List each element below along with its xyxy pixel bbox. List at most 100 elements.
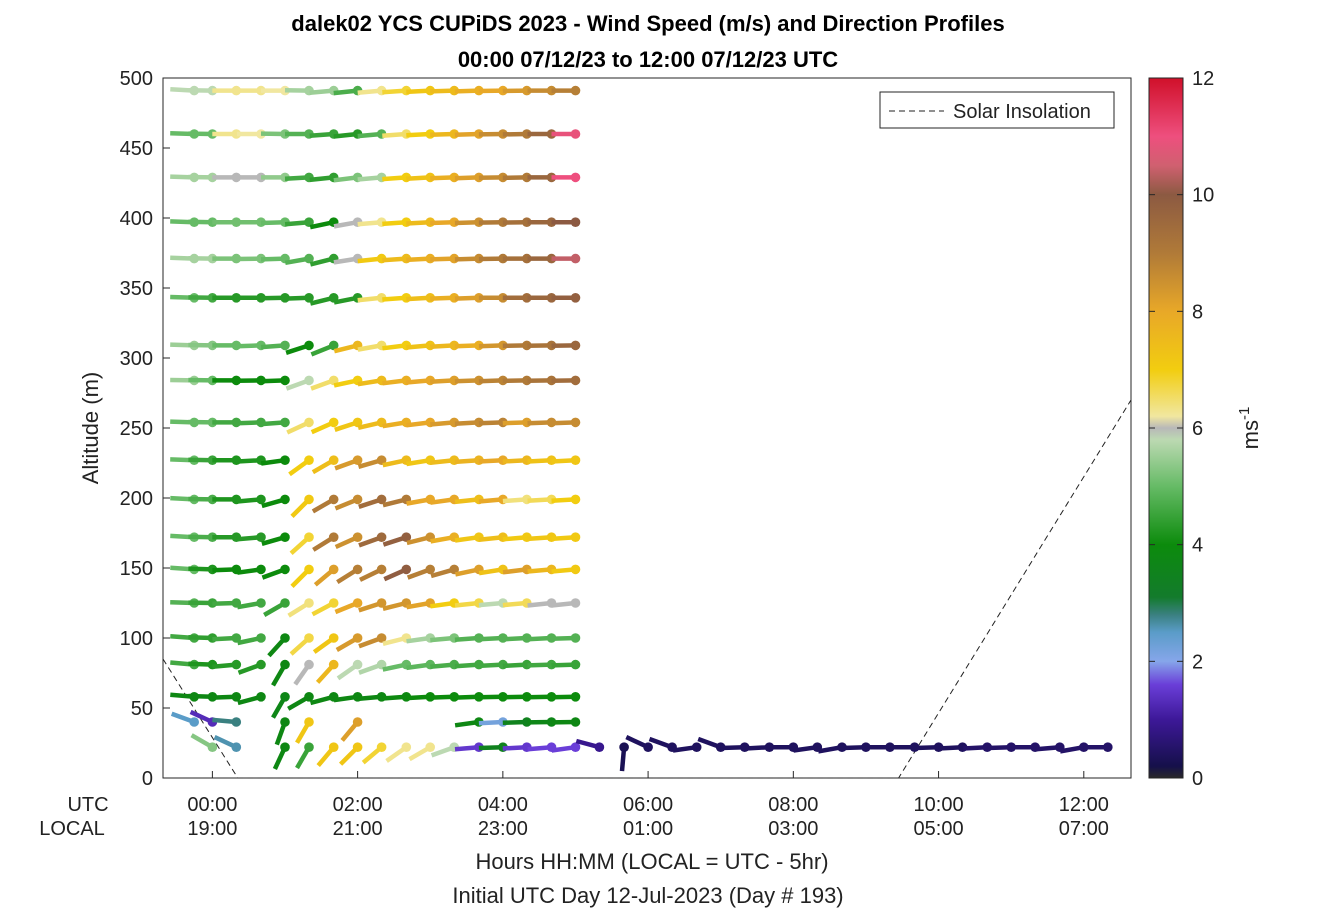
wind-barb [357, 692, 387, 702]
wind-barb-point [328, 494, 339, 505]
wind-barb-point [256, 598, 266, 608]
y-axis: 0 50 100 150 200 250 300 350 400 450 500 [120, 68, 170, 790]
wind-barb-point [376, 532, 387, 542]
wind-barb [271, 692, 290, 719]
legend-box [879, 91, 1115, 129]
y-tick-label: 500 [120, 68, 153, 90]
wind-barb [212, 217, 242, 227]
wind-barb [357, 417, 387, 430]
x-tick-label-utc: 06:00 [623, 794, 673, 816]
wind-barb-point [570, 742, 581, 752]
wind-barb [551, 692, 581, 702]
wind-barb-point [352, 417, 363, 428]
wind-barb [502, 129, 532, 139]
y-tick-label: 450 [120, 138, 153, 160]
wind-barb [358, 532, 387, 548]
wind-barb [406, 564, 436, 580]
x-tick-label-utc: 12:00 [1059, 794, 1109, 816]
wind-barb [502, 253, 532, 264]
wind-barb [551, 742, 581, 753]
wind-barb [339, 742, 363, 766]
wind-barb-point [280, 717, 290, 727]
wind-barb-point [570, 532, 581, 542]
wind-barb [357, 129, 387, 139]
wind-barb-point [304, 293, 314, 303]
wind-barb [361, 742, 387, 765]
wind-barb-point [304, 340, 314, 351]
wind-barb [551, 253, 581, 264]
wind-barb-point [280, 742, 290, 752]
wind-barb [212, 129, 242, 139]
colorbar-tick-label: 12 [1192, 68, 1214, 90]
wind-barb-point [328, 340, 339, 351]
wind-barb [236, 532, 266, 542]
wind-barb [358, 598, 387, 613]
wind-barb [357, 253, 387, 264]
wind-barb-point [570, 375, 581, 386]
wind-barb-point [401, 742, 412, 752]
wind-barb-point [231, 742, 242, 752]
wind-barb-point [304, 217, 314, 227]
x-tick-label-local: 01:00 [623, 818, 673, 840]
wind-barb-point [304, 253, 314, 264]
wind-barb-point [570, 455, 581, 466]
wind-barb-point [570, 494, 581, 505]
plot-area-frame [162, 77, 1132, 779]
wind-barb [284, 172, 314, 183]
wind-barb-point [304, 494, 314, 505]
wind-barb-point [280, 375, 290, 386]
wind-barb [261, 532, 290, 546]
wind-barb [551, 532, 581, 542]
wind-barb-point [280, 633, 290, 643]
wind-barb [289, 532, 314, 555]
wind-barb [502, 293, 532, 303]
wind-barb [382, 532, 412, 547]
wind-barb-point [280, 532, 290, 542]
wind-barb [237, 692, 266, 706]
wind-barb [290, 494, 314, 518]
wind-barb [287, 692, 314, 711]
wind-barb [625, 735, 653, 752]
wind-barb [285, 129, 314, 139]
wind-barb [212, 455, 242, 466]
wind-barb-point [231, 85, 242, 96]
wind-barb-point [328, 659, 339, 670]
wind-barb-point [352, 494, 363, 505]
wind-barb-point [328, 455, 339, 466]
wind-barb [1083, 742, 1113, 752]
wind-barb [502, 742, 532, 752]
wind-barb [334, 417, 363, 432]
wind-barb [312, 633, 339, 654]
chart-title-line2: 00:00 07/12/23 to 12:00 07/12/23 UTC [458, 47, 838, 72]
wind-barb [551, 172, 581, 183]
wind-barb [938, 742, 968, 752]
wind-barb [430, 564, 460, 579]
wind-barb-point [570, 217, 581, 227]
wind-barb [212, 633, 242, 643]
wind-barb [285, 340, 314, 355]
wind-barb [260, 455, 290, 466]
y-tick-label: 200 [120, 488, 153, 510]
colorbar-tick-label: 10 [1192, 185, 1214, 207]
wind-barb [358, 494, 387, 509]
wind-barb [551, 494, 581, 505]
colorbar-tick-label: 6 [1192, 418, 1203, 440]
colorbar-label-superscript: -1 [1236, 407, 1253, 420]
wind-barb-point [352, 659, 363, 670]
chart-title-line1: dalek02 YCS CUPiDS 2023 - Wind Speed (m/… [291, 11, 1004, 36]
wind-barb [358, 633, 387, 649]
wind-barb-point [352, 564, 363, 575]
wind-barb [340, 717, 363, 742]
wind-barb [316, 742, 339, 768]
wind-barb [287, 598, 314, 618]
wind-barb [619, 742, 629, 772]
wind-barb [284, 293, 314, 303]
wind-barb [284, 253, 314, 266]
wind-barb-point [189, 717, 199, 727]
wind-barb [430, 692, 460, 702]
wind-barb [212, 532, 242, 542]
wind-barb [295, 742, 314, 770]
x-tick-label-local: 21:00 [333, 818, 383, 840]
wind-barb [551, 375, 581, 386]
wind-barb [170, 711, 199, 727]
